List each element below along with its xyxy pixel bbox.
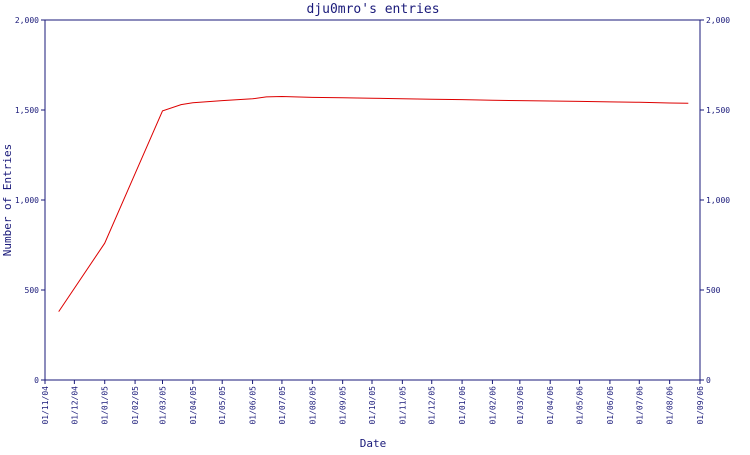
x-tick-label: 01/08/05 <box>308 386 317 425</box>
y-tick-label-right: 2,000 <box>706 16 730 25</box>
x-tick-label: 01/06/05 <box>249 386 258 425</box>
x-tick-label: 01/06/06 <box>606 386 615 425</box>
y-tick-label-left: 1,500 <box>15 106 39 115</box>
y-tick-label-left: 0 <box>34 376 39 385</box>
x-tick-label: 01/03/05 <box>158 386 167 425</box>
x-tick-label: 01/11/05 <box>398 386 407 425</box>
x-tick-label: 01/02/05 <box>131 386 140 425</box>
y-axis-title: Number of Entries <box>1 144 14 257</box>
x-tick-label: 01/02/06 <box>488 386 497 425</box>
y-tick-label-left: 1,000 <box>15 196 39 205</box>
y-tick-label-right: 0 <box>706 376 711 385</box>
y-tick-label-left: 500 <box>25 286 40 295</box>
y-tick-label-right: 1,500 <box>706 106 730 115</box>
axes <box>44 19 701 381</box>
x-tick-label: 01/10/05 <box>368 386 377 425</box>
x-axis-title: Date <box>360 437 387 450</box>
ticks: 0 0 500 500 1,000 1,000 1,500 1,500 2,000 2,000 01… <box>15 16 730 425</box>
y-tick-label-right: 500 <box>706 286 721 295</box>
chart-title: dju0mro's entries <box>306 2 439 17</box>
x-tick-label: 01/07/05 <box>278 386 287 425</box>
x-tick-label: 01/03/06 <box>516 386 525 425</box>
y-tick-label-right: 1,000 <box>706 196 730 205</box>
x-tick-label: 01/12/05 <box>428 386 437 425</box>
series-layer <box>58 95 689 312</box>
x-tick-label: 01/04/06 <box>546 386 555 425</box>
series-line <box>58 95 689 312</box>
x-tick-label: 01/01/06 <box>458 386 467 425</box>
x-tick-label: 01/05/06 <box>576 386 585 425</box>
y-tick-label-left: 2,000 <box>15 16 39 25</box>
x-tick-label: 01/07/06 <box>635 386 644 425</box>
x-tick-label: 01/01/05 <box>101 386 110 425</box>
x-tick-label: 01/04/05 <box>189 386 198 425</box>
x-tick-label: 01/12/04 <box>70 386 79 425</box>
x-tick-label: 01/05/05 <box>218 386 227 425</box>
x-tick-label: 01/08/06 <box>666 386 675 425</box>
x-tick-label: 01/11/04 <box>41 386 50 425</box>
x-tick-label: 01/09/06 <box>696 386 705 425</box>
x-tick-label: 01/09/05 <box>339 386 348 425</box>
